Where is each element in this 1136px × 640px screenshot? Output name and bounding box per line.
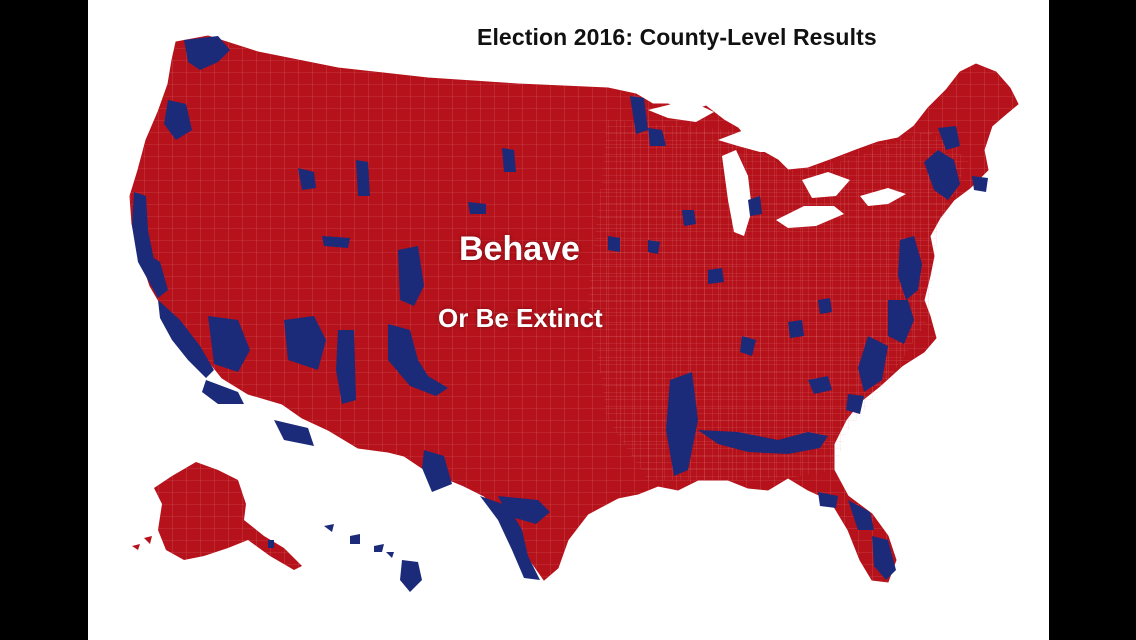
hawaii bbox=[324, 524, 422, 592]
map-title: Election 2016: County-Level Results bbox=[477, 24, 877, 50]
letterbox-right bbox=[1049, 0, 1136, 640]
overlay-text-behave: Behave bbox=[459, 230, 580, 268]
alaska bbox=[132, 462, 302, 570]
image-frame: Election 2016: County-Level Results Beha… bbox=[88, 0, 1049, 640]
letterbox-left bbox=[0, 0, 88, 640]
democrat-counties bbox=[132, 36, 988, 580]
great-lakes bbox=[648, 96, 906, 236]
us-county-map bbox=[129, 35, 1019, 592]
overlay-text-extinct: Or Be Extinct bbox=[438, 303, 603, 333]
